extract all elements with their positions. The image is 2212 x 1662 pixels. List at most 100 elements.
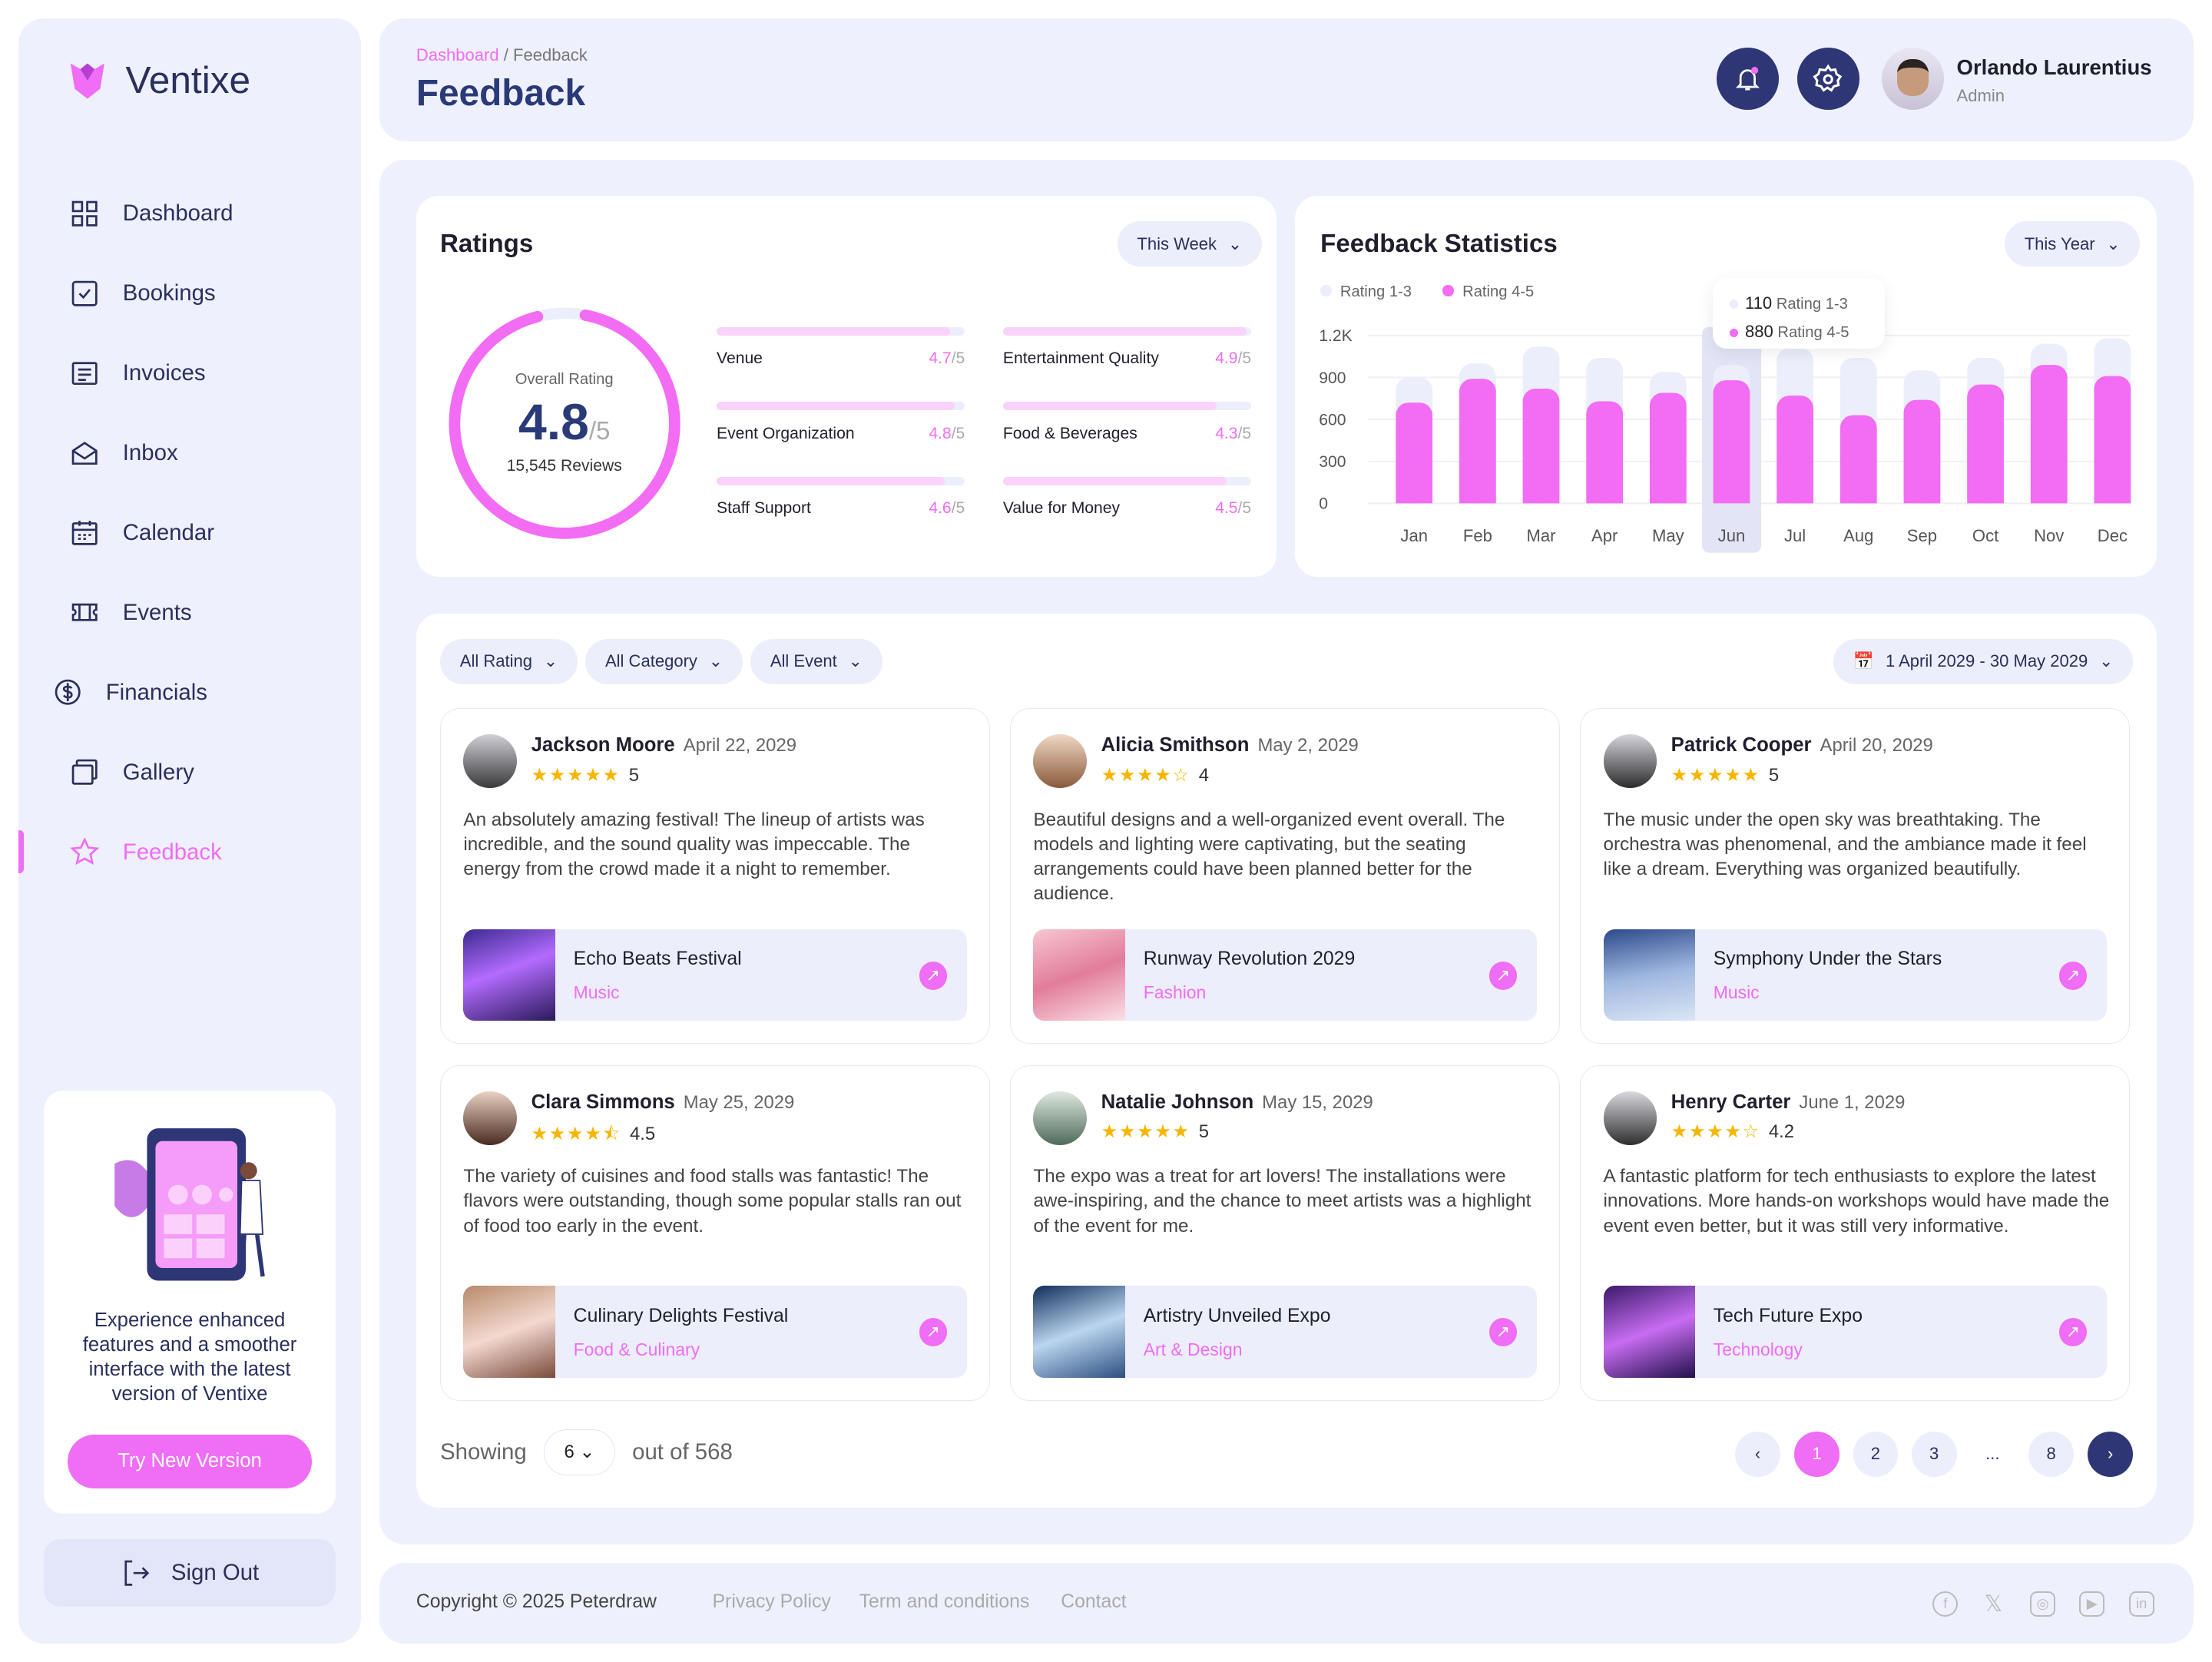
rating-category-staff-support: Staff Support 4.6/5	[717, 476, 965, 518]
event-thumbnail	[1033, 929, 1125, 1021]
rating-category-entertainment-quality: Entertainment Quality 4.9/5	[1002, 327, 1252, 368]
review-date: May 15, 2029	[1262, 1091, 1373, 1113]
statistics-title: Feedback Statistics	[1320, 230, 1558, 259]
sidebar-item-invoices[interactable]: Invoices	[18, 333, 361, 413]
prev-page-button[interactable]: ‹	[1735, 1432, 1780, 1478]
rating-category-value: 4.6/5	[929, 499, 965, 518]
event-link[interactable]: Symphony Under the Stars Music ↗	[1603, 929, 2108, 1021]
sidebar-item-events[interactable]: Events	[18, 573, 361, 653]
rating-progress-fill	[1002, 327, 1247, 336]
bar-rating-4-5[interactable]	[1459, 379, 1496, 504]
review-card: Jackson Moore April 22, 2029 ★★★★★ 5 An ab…	[440, 708, 991, 1045]
page-button-8[interactable]: 8	[2028, 1432, 2074, 1478]
event-thumbnail	[1603, 929, 1695, 1021]
review-text: A fantastic platform for tech enthusiast…	[1603, 1166, 2110, 1237]
linkedin-icon[interactable]: in	[2128, 1591, 2154, 1617]
x-tick-label: Aug	[1843, 526, 1873, 545]
category-filter-dropdown[interactable]: All Category ⌄	[585, 639, 743, 684]
gallery-icon	[71, 760, 98, 786]
arrow-up-right-icon[interactable]: ↗	[2058, 961, 2088, 990]
arrow-up-right-icon[interactable]: ↗	[919, 961, 948, 990]
sidebar-item-calendar[interactable]: Calendar	[18, 493, 361, 573]
instagram-icon[interactable]: ◎	[2030, 1591, 2056, 1617]
rating-category-value: 4.9/5	[1215, 349, 1252, 368]
bar-rating-4-5[interactable]	[1396, 402, 1433, 504]
per-page-value: 6	[564, 1442, 575, 1463]
reviewer-name: Clara Simmons May 25, 2029	[531, 1091, 795, 1113]
sidebar-item-bookings[interactable]: Bookings	[18, 253, 361, 333]
try-new-version-button[interactable]: Try New Version	[68, 1434, 312, 1488]
bar-rating-4-5[interactable]	[2094, 376, 2131, 504]
per-page-select[interactable]: 6 ⌄	[543, 1429, 616, 1475]
x-icon[interactable]: 𝕏	[1984, 1591, 2003, 1617]
statistics-period-dropdown[interactable]: This Year ⌄	[2004, 221, 2141, 267]
pagination: ‹ › 1 2 3... 8	[1735, 1432, 2134, 1478]
x-tick-label: Mar	[1527, 526, 1556, 545]
bar-rating-4-5[interactable]	[1840, 415, 1877, 504]
event-category: Music	[573, 982, 620, 1003]
legend-label: Rating 1-3	[1339, 283, 1412, 301]
review-text: The expo was a treat for art lovers! The…	[1033, 1166, 1532, 1237]
youtube-icon[interactable]: ▶	[2079, 1591, 2105, 1617]
event-link[interactable]: Echo Beats Festival Music ↗	[463, 929, 967, 1021]
bar-rating-4-5[interactable]	[1777, 396, 1814, 504]
chevron-down-icon: ⌄	[543, 651, 558, 671]
event-link[interactable]: Artistry Unveiled Expo Art & Design ↗	[1033, 1286, 1538, 1378]
bar-rating-4-5[interactable]	[2030, 365, 2068, 504]
sidebar-item-inbox[interactable]: Inbox	[18, 413, 361, 493]
star-rating: ★★★★☆ 4	[1101, 764, 1209, 786]
privacy-policy-link[interactable]: Privacy Policy	[712, 1591, 831, 1612]
rating-category-value: 4.7/5	[929, 349, 965, 368]
star-rating: ★★★★★ 5	[531, 764, 639, 786]
user-avatar[interactable]	[1882, 48, 1944, 111]
rating-progress-fill	[717, 327, 950, 336]
settings-button[interactable]	[1796, 48, 1859, 111]
sign-out-label: Sign Out	[171, 1559, 260, 1585]
bar-rating-4-5[interactable]	[1650, 392, 1687, 504]
breadcrumb-dashboard-link[interactable]: Dashboard	[416, 45, 499, 65]
sidebar-item-feedback[interactable]: Feedback	[18, 813, 361, 892]
sidebar-item-gallery[interactable]: Gallery	[18, 733, 361, 813]
rating-progress-bar	[717, 402, 965, 411]
terms-link[interactable]: Term and conditions	[859, 1591, 1030, 1612]
rating-filter-dropdown[interactable]: All Rating ⌄	[440, 639, 578, 684]
bar-rating-4-5[interactable]	[1903, 399, 1941, 504]
arrow-up-right-icon[interactable]: ↗	[919, 1318, 948, 1347]
event-filter-dropdown[interactable]: All Event ⌄	[750, 639, 882, 684]
review-text: Beautiful designs and a well-organized e…	[1033, 809, 1505, 904]
arrow-up-right-icon[interactable]: ↗	[2058, 1318, 2088, 1347]
bar-rating-4-5[interactable]	[1713, 380, 1750, 504]
bar-rating-4-5[interactable]	[1586, 401, 1624, 504]
event-category: Fashion	[1143, 982, 1207, 1003]
bar-rating-4-5[interactable]	[1967, 384, 2005, 504]
review-text: The variety of cuisines and food stalls …	[463, 1166, 962, 1237]
event-name: Tech Future Expo	[1713, 1305, 1863, 1326]
sidebar-item-financials[interactable]: Financials	[18, 653, 361, 733]
next-page-button[interactable]: ›	[2088, 1432, 2134, 1478]
x-tick-label: Jun	[1718, 526, 1746, 545]
notifications-button[interactable]	[1717, 48, 1780, 111]
facebook-icon[interactable]: f	[1932, 1591, 1959, 1617]
rating-value: 5	[628, 764, 640, 786]
promo-illustration	[114, 1128, 265, 1281]
logo[interactable]: Ventixe	[69, 58, 250, 102]
ratings-period-dropdown[interactable]: This Week ⌄	[1117, 221, 1262, 267]
date-range-picker[interactable]: 📅 1 April 2029 - 30 May 2029 ⌄	[1833, 639, 2134, 684]
star-rating: ★★★★★ 5	[1671, 764, 1779, 786]
user-role: Admin	[1956, 86, 2005, 106]
arrow-up-right-icon[interactable]: ↗	[1488, 1318, 1518, 1347]
sign-out-button[interactable]: Sign Out	[43, 1538, 336, 1607]
stars-icon: ★★★★★	[1101, 1121, 1190, 1143]
bar-rating-4-5[interactable]	[1522, 389, 1560, 504]
sidebar-item-dashboard[interactable]: Dashboard	[18, 174, 361, 253]
arrow-up-right-icon[interactable]: ↗	[1488, 961, 1518, 990]
event-link[interactable]: Culinary Delights Festival Food & Culinar…	[463, 1286, 967, 1378]
contact-link[interactable]: Contact	[1061, 1591, 1127, 1612]
event-link[interactable]: Runway Revolution 2029 Fashion ↗	[1033, 929, 1538, 1021]
page-button-2[interactable]: 2	[1853, 1432, 1899, 1478]
page-button-3[interactable]: 3	[1911, 1432, 1957, 1478]
rating-progress-bar	[717, 327, 965, 336]
page-button-1[interactable]: 1	[1794, 1432, 1840, 1478]
chevron-down-icon: ⌄	[1227, 233, 1243, 253]
event-link[interactable]: Tech Future Expo Technology ↗	[1603, 1286, 2108, 1378]
